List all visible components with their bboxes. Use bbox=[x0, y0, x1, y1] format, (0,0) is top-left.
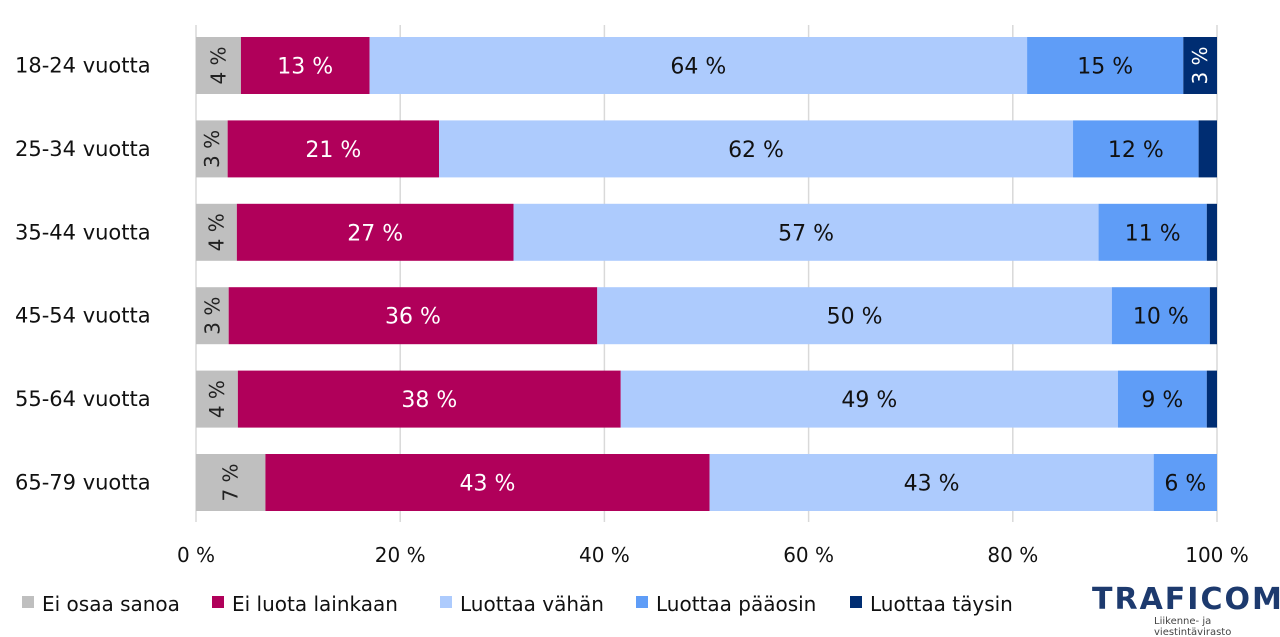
bar-segment bbox=[1027, 37, 1184, 94]
x-tick-label: 40 % bbox=[579, 543, 630, 567]
logo-subtitle: Liikenne- ja viestintävirasto bbox=[1154, 616, 1232, 637]
data-label: 9 % bbox=[1141, 388, 1183, 413]
data-label: 15 % bbox=[1077, 55, 1133, 80]
traficom-logo: TRAFICOM Liikenne- ja viestintävirasto bbox=[1092, 582, 1280, 637]
bar-segment bbox=[196, 37, 241, 94]
category-label: 35-44 vuotta bbox=[15, 220, 151, 244]
bar-segment bbox=[369, 37, 1028, 94]
x-tick-label: 100 % bbox=[1185, 543, 1249, 567]
bar-segment bbox=[228, 287, 598, 345]
bar-segment bbox=[1073, 120, 1199, 178]
bar-segment bbox=[1198, 120, 1217, 178]
data-label: 50 % bbox=[827, 305, 883, 330]
bar-segment bbox=[1209, 287, 1217, 345]
data-label: 38 % bbox=[401, 388, 457, 413]
data-label: 36 % bbox=[385, 305, 441, 330]
bar-segment bbox=[1206, 203, 1217, 261]
legend-swatch bbox=[850, 596, 862, 608]
bar-segment bbox=[227, 120, 439, 178]
data-label: 62 % bbox=[728, 138, 784, 163]
x-tick-label: 20 % bbox=[375, 543, 426, 567]
data-label: 4 % bbox=[205, 380, 229, 418]
data-label: 43 % bbox=[460, 472, 516, 497]
bar-segment bbox=[1153, 454, 1217, 511]
bar-segment bbox=[1206, 370, 1217, 428]
data-label: 3 % bbox=[200, 297, 224, 335]
data-label: 43 % bbox=[904, 472, 960, 497]
legend-label: Luottaa pääosin bbox=[656, 592, 816, 616]
data-label: 4 % bbox=[206, 46, 230, 84]
bar-segment bbox=[196, 287, 229, 345]
legend-swatch bbox=[440, 596, 452, 608]
category-label: 45-54 vuotta bbox=[15, 304, 151, 328]
bar-segment bbox=[513, 203, 1099, 261]
bar-segment bbox=[709, 454, 1154, 511]
data-label: 13 % bbox=[277, 55, 333, 80]
bar-segment bbox=[1098, 203, 1207, 261]
logo-wordmark: TRAFICOM bbox=[1092, 582, 1280, 617]
x-tick-label: 0 % bbox=[177, 543, 215, 567]
bar-segment bbox=[265, 454, 710, 511]
bar-segment bbox=[236, 203, 514, 261]
bar-segment bbox=[240, 37, 370, 94]
legend-swatch bbox=[22, 596, 34, 608]
bar-segment bbox=[620, 370, 1118, 428]
data-label: 3 % bbox=[1188, 46, 1212, 84]
bar-segment bbox=[196, 203, 237, 261]
bar-segment bbox=[1183, 37, 1217, 94]
bar-segment bbox=[438, 120, 1074, 178]
data-label: 12 % bbox=[1108, 138, 1164, 163]
data-label: 21 % bbox=[305, 138, 361, 163]
bar-segment bbox=[237, 370, 621, 428]
legend-label: Ei luota lainkaan bbox=[232, 592, 398, 616]
data-label: 11 % bbox=[1125, 221, 1181, 246]
category-label: 55-64 vuotta bbox=[15, 387, 151, 411]
legend-swatch bbox=[212, 596, 224, 608]
bar-segment bbox=[1117, 370, 1207, 428]
data-label: 10 % bbox=[1133, 305, 1189, 330]
legend-label: Ei osaa sanoa bbox=[42, 592, 180, 616]
category-label: 18-24 vuotta bbox=[15, 54, 151, 78]
data-label: 7 % bbox=[219, 463, 243, 501]
bar-segment bbox=[597, 287, 1112, 345]
category-label: 65-79 vuotta bbox=[15, 471, 151, 495]
bar-segment bbox=[196, 454, 266, 511]
bar-segment bbox=[196, 370, 238, 428]
bar-segment bbox=[1111, 287, 1210, 345]
legend-label: Luottaa täysin bbox=[870, 592, 1013, 616]
category-label: 25-34 vuotta bbox=[15, 137, 151, 161]
data-label: 4 % bbox=[204, 213, 228, 251]
legend-swatch bbox=[636, 596, 648, 608]
x-tick-label: 60 % bbox=[783, 543, 834, 567]
data-label: 57 % bbox=[778, 221, 834, 246]
data-label: 3 % bbox=[200, 130, 224, 168]
x-tick-label: 80 % bbox=[987, 543, 1038, 567]
data-label: 49 % bbox=[841, 388, 897, 413]
bar-segment bbox=[196, 120, 228, 178]
data-label: 64 % bbox=[670, 55, 726, 80]
data-label: 6 % bbox=[1164, 472, 1206, 497]
legend-label: Luottaa vähän bbox=[460, 592, 604, 616]
data-label: 27 % bbox=[347, 221, 403, 246]
